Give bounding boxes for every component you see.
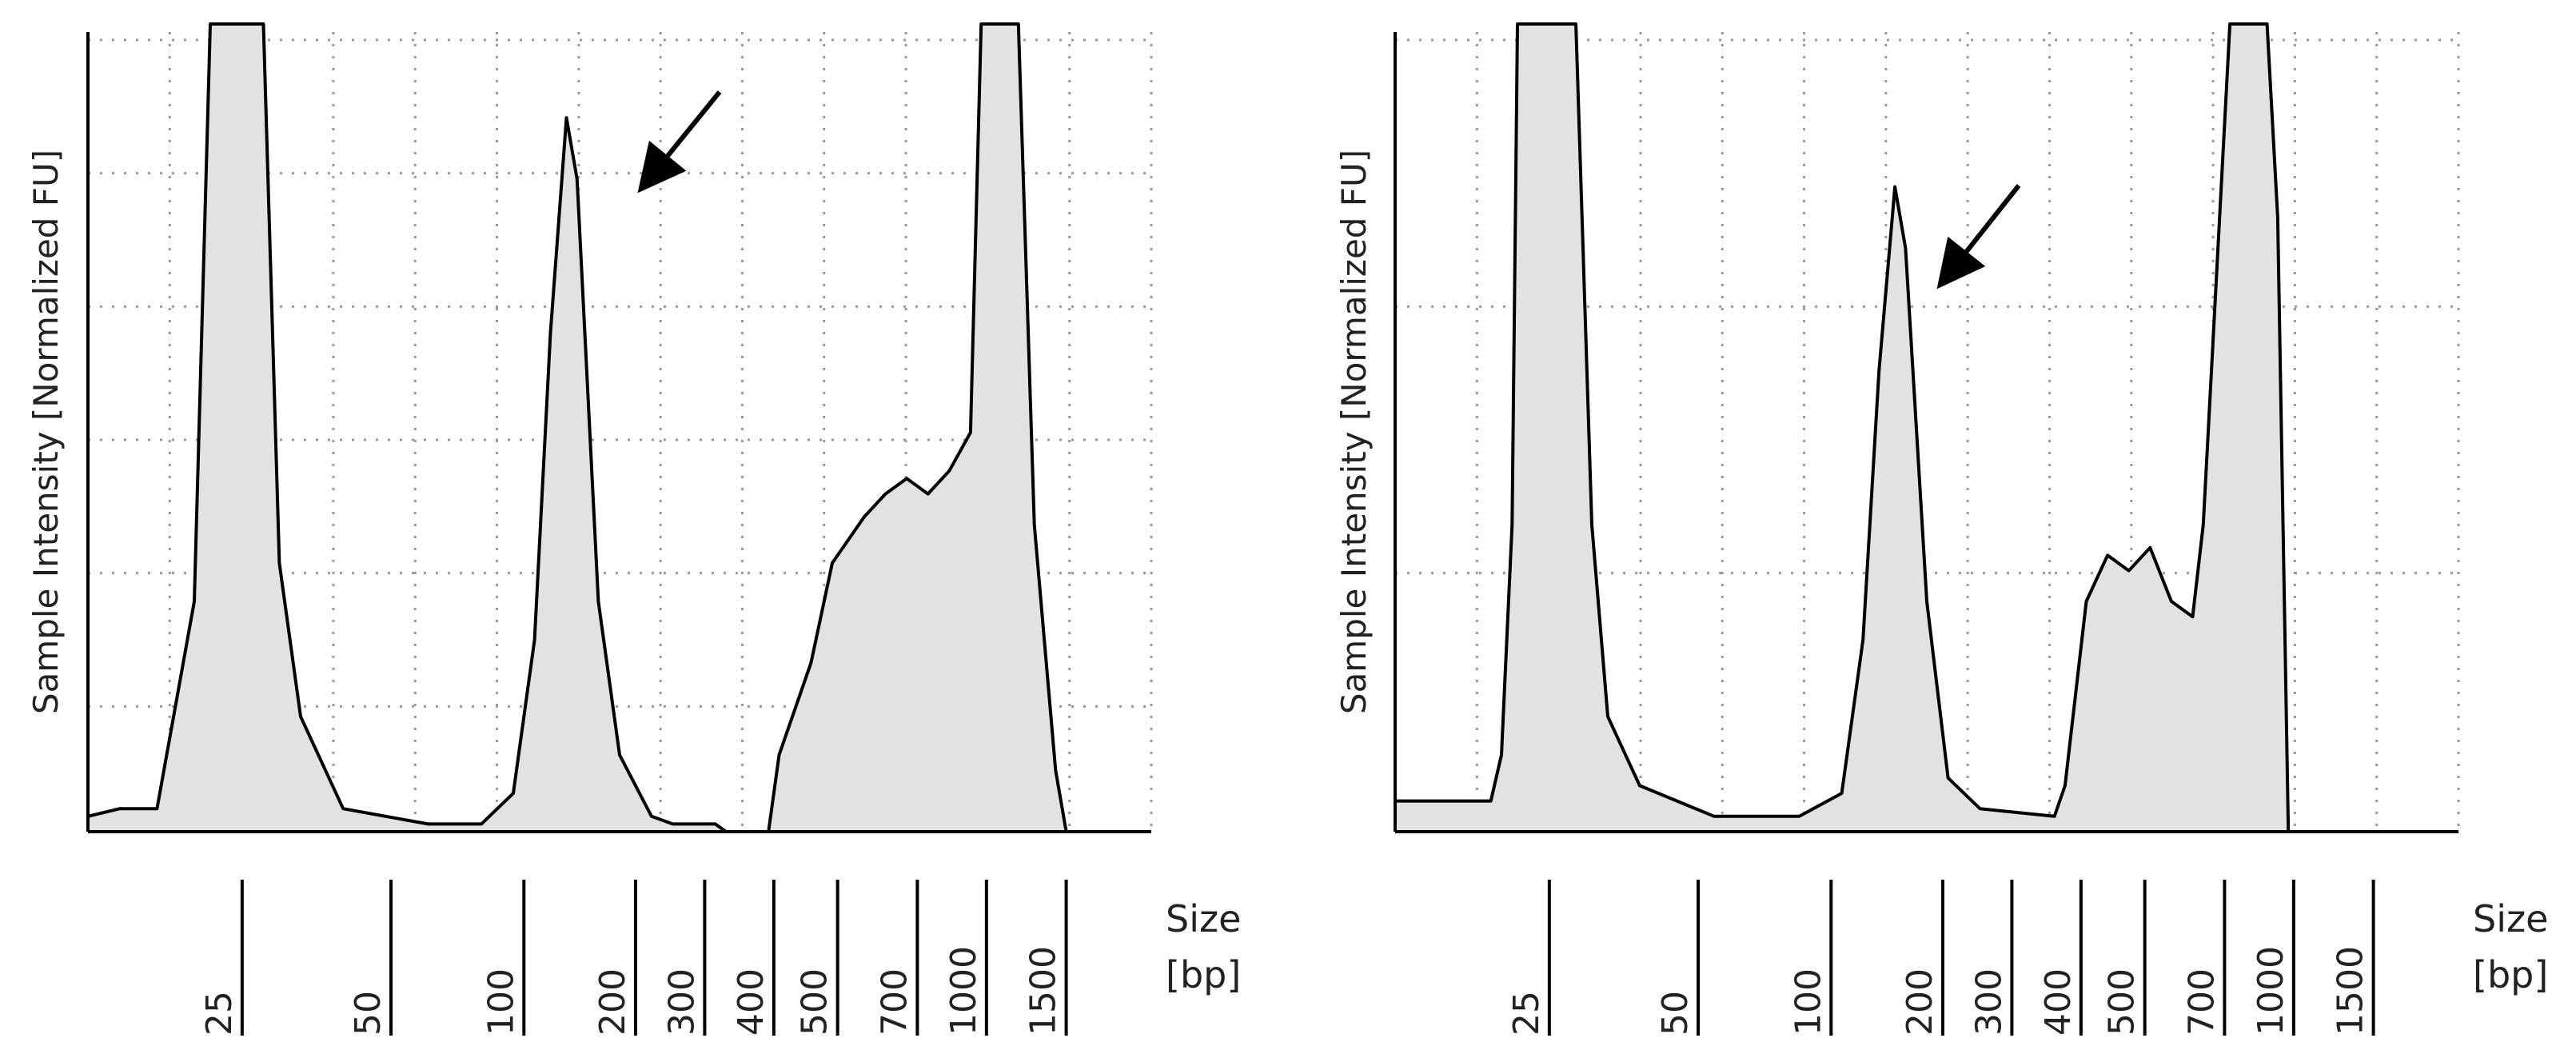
trace-area — [88, 24, 1151, 832]
ladder-tick-label: 50 — [1655, 991, 1696, 1036]
ladder-tick-label: 200 — [1900, 968, 1940, 1036]
ladder-ticks: 25 50 100 200 300 400 500 700 1000 1500 — [1506, 880, 2375, 1036]
size-label-line2: [bp] — [2473, 953, 2548, 996]
peak-arrow — [1936, 184, 2021, 289]
ladder-tick-label: 100 — [1788, 968, 1828, 1036]
trace-line — [1395, 22, 2458, 833]
size-label-line1: Size — [1166, 897, 1241, 940]
ladder-tick-label: 300 — [1968, 968, 2009, 1036]
ladder-tick-label: 100 — [481, 968, 521, 1036]
y-axis-label: Sample Intensity [Normalized FU] — [1334, 150, 1374, 714]
electropherogram-left: Sample Intensity [Normalized FU] 25 50 100… — [26, 22, 1241, 1036]
ladder-tick-label: 500 — [2102, 968, 2143, 1036]
ladder-tick-label: 200 — [592, 968, 633, 1036]
trace-line — [87, 22, 1151, 833]
size-label-line2: [bp] — [1166, 953, 1241, 996]
ladder-tick-label: 25 — [1506, 991, 1547, 1036]
ladder-tick-label: 1500 — [2331, 946, 2371, 1036]
ladder-tick-label: 700 — [874, 968, 915, 1036]
ladder-ticks: 25 50 100 200 300 400 500 700 1000 1500 — [199, 880, 1068, 1036]
trace-area — [1395, 24, 2458, 832]
ladder-tick-label: 1000 — [943, 946, 984, 1036]
ladder-tick-label: 1500 — [1023, 946, 1064, 1036]
ladder-tick-label: 1000 — [2251, 946, 2291, 1036]
peak-arrow — [637, 90, 722, 194]
ladder-tick-label: 50 — [348, 991, 389, 1036]
ladder-tick-label: 500 — [795, 968, 835, 1036]
size-label-line1: Size — [2473, 897, 2548, 940]
ladder-tick-label: 400 — [2038, 968, 2079, 1036]
electropherogram-right: Sample Intensity [Normalized FU] 25 50 100… — [1334, 22, 2548, 1036]
y-axis-label: Sample Intensity [Normalized FU] — [26, 150, 66, 714]
ladder-tick-label: 400 — [731, 968, 772, 1036]
ladder-tick-label: 700 — [2181, 968, 2222, 1036]
ladder-tick-label: 300 — [661, 968, 702, 1036]
ladder-tick-label: 25 — [199, 991, 240, 1036]
